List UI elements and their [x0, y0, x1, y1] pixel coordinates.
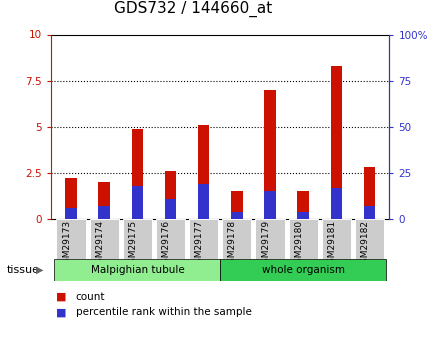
- Bar: [231, 212, 243, 219]
- Text: percentile rank within the sample: percentile rank within the sample: [76, 307, 251, 317]
- Bar: [255, 219, 285, 259]
- Text: GSM29175: GSM29175: [129, 220, 138, 269]
- Bar: [231, 191, 243, 219]
- Bar: [297, 191, 309, 219]
- Text: GSM29176: GSM29176: [162, 220, 170, 269]
- Bar: [57, 219, 85, 259]
- Bar: [132, 129, 143, 219]
- Text: ▶: ▶: [36, 265, 44, 275]
- Bar: [355, 219, 384, 259]
- Bar: [65, 178, 77, 219]
- Bar: [297, 212, 309, 219]
- Bar: [331, 66, 342, 219]
- Text: GSM29182: GSM29182: [360, 220, 369, 269]
- Text: GSM29180: GSM29180: [294, 220, 303, 269]
- Bar: [89, 219, 119, 259]
- Text: GSM29178: GSM29178: [228, 220, 237, 269]
- Text: count: count: [76, 292, 105, 302]
- Bar: [165, 199, 176, 219]
- Text: GSM29177: GSM29177: [195, 220, 204, 269]
- Bar: [198, 184, 210, 219]
- Text: ■: ■: [56, 292, 66, 302]
- Bar: [189, 219, 218, 259]
- Bar: [132, 186, 143, 219]
- Bar: [264, 90, 276, 219]
- Text: GSM29179: GSM29179: [261, 220, 270, 269]
- Bar: [322, 219, 351, 259]
- Text: GSM29173: GSM29173: [62, 220, 71, 269]
- Bar: [98, 182, 110, 219]
- Text: GDS732 / 144660_at: GDS732 / 144660_at: [114, 1, 272, 17]
- Bar: [98, 206, 110, 219]
- Bar: [198, 125, 210, 219]
- Text: tissue: tissue: [7, 265, 40, 275]
- Bar: [165, 171, 176, 219]
- Text: Malpighian tubule: Malpighian tubule: [90, 265, 184, 275]
- Text: GSM29174: GSM29174: [95, 220, 104, 269]
- Bar: [156, 219, 185, 259]
- Text: ■: ■: [56, 307, 66, 317]
- Bar: [123, 219, 152, 259]
- Bar: [364, 167, 375, 219]
- Text: whole organism: whole organism: [262, 265, 345, 275]
- Bar: [65, 208, 77, 219]
- Bar: [220, 259, 386, 281]
- Bar: [222, 219, 251, 259]
- Bar: [331, 188, 342, 219]
- Bar: [264, 191, 276, 219]
- Bar: [288, 219, 318, 259]
- Text: GSM29181: GSM29181: [328, 220, 336, 269]
- Bar: [54, 259, 220, 281]
- Bar: [364, 206, 375, 219]
